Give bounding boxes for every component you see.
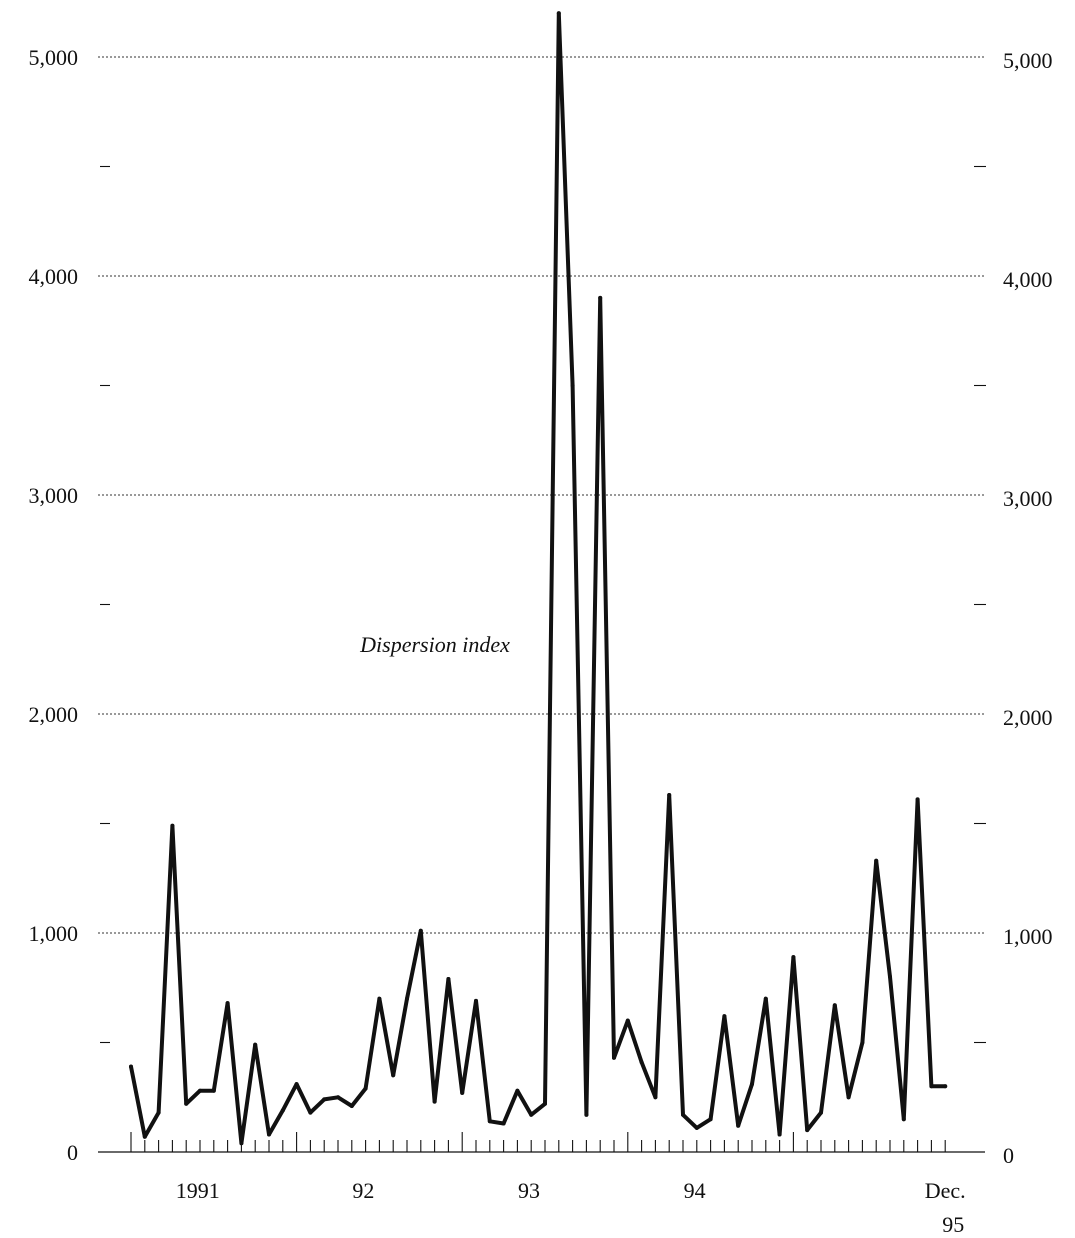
- y-tick-label-left: 1,000: [29, 921, 79, 946]
- x-tick-label: 95: [942, 1212, 964, 1237]
- data-point: [308, 1110, 313, 1115]
- data-point: [750, 1082, 754, 1087]
- data-point: [156, 1110, 161, 1115]
- data-point: [736, 1123, 741, 1128]
- x-tick-label: 92: [352, 1178, 374, 1203]
- y-tick-label-right: 2,000: [1003, 705, 1053, 730]
- x-tick-label: 93: [518, 1178, 540, 1203]
- x-tick-labels: 1991 92 93 94 Dec. 95: [176, 1178, 966, 1237]
- data-point: [639, 1060, 644, 1065]
- data-point: [584, 1112, 589, 1117]
- y-tick-label-right: 5,000: [1003, 48, 1053, 73]
- data-point: [211, 1088, 216, 1093]
- data-point: [322, 1097, 327, 1102]
- data-point: [391, 1073, 396, 1078]
- data-point: [349, 1104, 354, 1108]
- data-point: [694, 1125, 699, 1130]
- data-point: [846, 1095, 851, 1100]
- data-point: [267, 1132, 271, 1137]
- data-point: [543, 1101, 547, 1106]
- y-tick-label-left: 5,000: [29, 45, 79, 70]
- y-tick-label-left: 3,000: [29, 483, 79, 508]
- data-point: [460, 1090, 465, 1095]
- data-point: [294, 1082, 299, 1087]
- data-point: [805, 1128, 810, 1133]
- data-point: [667, 793, 672, 797]
- gridlines: [98, 56, 985, 934]
- data-point: [832, 1003, 837, 1008]
- y-tick-labels: 0 0 1,000 1,000 2,000 2,000 3,000 3,000 4,000 4,0…: [29, 45, 1053, 1168]
- data-point: [860, 1040, 865, 1045]
- y-tick-label-right: 4,000: [1003, 267, 1053, 292]
- data-point: [129, 1064, 133, 1069]
- y-tick-label-left: 0: [67, 1140, 78, 1165]
- y-tick-label-right: 0: [1003, 1143, 1014, 1168]
- data-point: [612, 1055, 616, 1060]
- data-point: [625, 1018, 630, 1023]
- data-point: [487, 1119, 492, 1124]
- data-point: [184, 1101, 189, 1106]
- dispersion-index-line: [129, 11, 948, 1146]
- axes: [98, 165, 986, 1153]
- data-point: [653, 1095, 658, 1100]
- data-point: [874, 858, 879, 863]
- data-point: [915, 797, 920, 802]
- data-point: [819, 1110, 823, 1115]
- data-point: [225, 1001, 230, 1006]
- data-point: [198, 1088, 202, 1093]
- data-point: [901, 1117, 906, 1122]
- data-point: [446, 977, 451, 981]
- data-point: [529, 1112, 534, 1117]
- data-point: [280, 1108, 285, 1113]
- data-points: [129, 11, 948, 1146]
- data-point: [515, 1088, 520, 1093]
- dispersion-index-label: Dispersion index: [359, 632, 510, 657]
- data-point: [722, 1014, 727, 1019]
- data-point: [681, 1112, 685, 1117]
- x-tick-label: 1991: [176, 1178, 220, 1203]
- y-tick-label-left: 2,000: [29, 702, 79, 727]
- data-point: [791, 955, 796, 960]
- data-point: [708, 1117, 713, 1122]
- data-point: [239, 1141, 244, 1146]
- data-point: [142, 1134, 147, 1139]
- data-point: [432, 1099, 437, 1104]
- data-point: [377, 996, 382, 1001]
- data-point: [777, 1132, 782, 1137]
- data-point: [363, 1086, 368, 1091]
- data-point: [253, 1042, 258, 1047]
- x-tick-label: 94: [684, 1178, 706, 1203]
- data-point: [556, 11, 561, 16]
- y-tick-label-left: 4,000: [29, 264, 79, 289]
- x-tick-label: Dec.: [925, 1178, 966, 1203]
- y-tick-label-right: 3,000: [1003, 486, 1053, 511]
- data-point: [888, 974, 892, 979]
- data-point: [570, 383, 575, 388]
- data-point: [763, 996, 768, 1001]
- data-point: [170, 823, 175, 828]
- data-point: [418, 928, 423, 933]
- data-point: [474, 998, 478, 1003]
- data-point: [598, 295, 603, 300]
- data-point: [405, 996, 409, 1001]
- data-point: [929, 1084, 934, 1089]
- data-point: [501, 1121, 506, 1126]
- data-point: [943, 1084, 948, 1089]
- data-point: [336, 1095, 340, 1100]
- y-tick-label-right: 1,000: [1003, 924, 1053, 949]
